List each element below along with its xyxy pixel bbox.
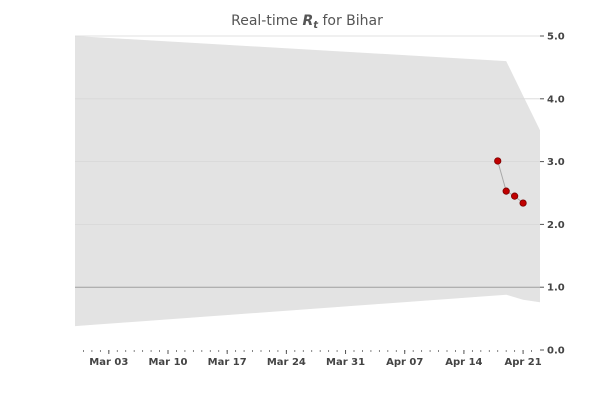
- x-tick-label: Apr 07: [386, 357, 423, 368]
- y-tick-label: 5.0: [547, 32, 565, 43]
- chart-title: Real-time Rt for Bihar: [231, 13, 383, 31]
- data-point: [511, 192, 519, 200]
- chart-title-symbol: R: [302, 13, 313, 29]
- x-tick-label: Mar 17: [208, 357, 247, 368]
- chart-title-suffix: for Bihar: [318, 13, 383, 29]
- data-point: [519, 199, 527, 207]
- series-line: [497, 160, 524, 204]
- x-tick-label: Apr 21: [504, 357, 541, 368]
- x-tick-label: Mar 03: [89, 357, 128, 368]
- x-tick-label: Mar 31: [326, 357, 365, 368]
- data-point: [494, 157, 502, 165]
- chart-title-subscript: t: [313, 20, 319, 31]
- x-tick-label: Apr 14: [445, 357, 482, 368]
- credible-interval-band: [75, 36, 540, 327]
- y-tick-label: 0.0: [547, 346, 565, 357]
- chart-title-prefix: Real-time: [231, 13, 302, 29]
- data-point: [502, 187, 510, 195]
- y-tick-label: 1.0: [547, 283, 565, 294]
- y-tick-label: 2.0: [547, 220, 565, 231]
- x-tick-label: Mar 24: [267, 357, 306, 368]
- plot-area: 0.0 1.0 2.0 3.0 4.0 5.0 Mar 03 Mar 10 Mar 17 Mar …: [75, 32, 565, 368]
- y-tick-label: 3.0: [547, 157, 565, 168]
- y-tick-label: 4.0: [547, 94, 565, 105]
- x-tick-label: Mar 10: [148, 357, 187, 368]
